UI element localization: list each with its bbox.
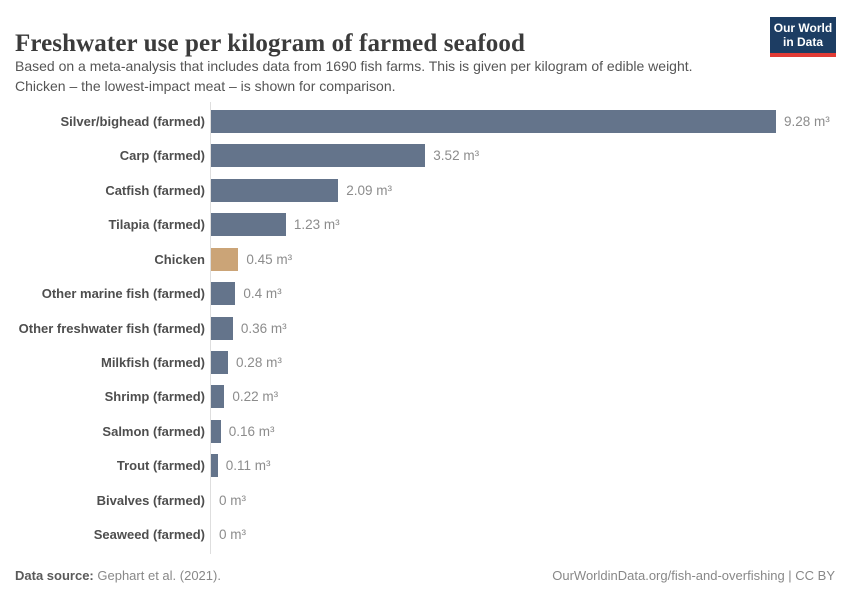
bar-value-label: 0.22 m³ [232,389,279,405]
y-axis-line [210,102,211,554]
owid-logo[interactable]: Our World in Data [770,17,836,57]
bar-chart-row: Seaweed (farmed) 0 m³ [15,518,835,552]
data-source: Data source: Gephart et al. (2021). [15,568,221,583]
bar-category-label: Seaweed (farmed) [93,527,205,543]
license-link[interactable]: OurWorldinData.org/fish-and-overfishing … [552,568,835,583]
bar-category-label: Salmon (farmed) [102,423,205,439]
bar-value-label: 0 m³ [219,527,246,543]
bar[interactable] [211,178,339,202]
data-source-label: Data source: [15,568,94,583]
bar[interactable] [211,109,776,133]
bar[interactable] [211,351,229,375]
bar-chart-row: Other freshwater fish (farmed) 0.36 m³ [15,311,835,345]
bar-chart: Silver/bighead (farmed) 9.28 m³ Carp (fa… [15,102,835,554]
bar[interactable] [211,144,426,168]
bar-category-label: Catfish (farmed) [105,182,205,198]
bar-chart-row: Bivalves (farmed) 0 m³ [15,483,835,517]
bar-category-label: Carp (farmed) [119,148,205,164]
bar-value-label: 0.36 m³ [240,320,287,336]
owid-logo-line2: in Data [782,35,823,50]
chart-footer: Data source: Gephart et al. (2021). OurW… [15,568,835,583]
bar-value-label: 3.52 m³ [433,148,480,164]
data-source-value: Gephart et al. (2021). [97,568,221,583]
bar-chart-row: Silver/bighead (farmed) 9.28 m³ [15,104,835,138]
bar-category-label: Chicken [154,251,205,267]
bar-chart-row: Tilapia (farmed) 1.23 m³ [15,207,835,241]
bar-category-label: Shrimp (farmed) [104,389,205,405]
page-title: Freshwater use per kilogram of farmed se… [15,29,525,57]
bar-value-label: 0.11 m³ [225,458,271,474]
bar-category-label: Silver/bighead (farmed) [60,113,205,129]
bar[interactable] [211,454,218,478]
bar-chart-row: Chicken 0.45 m³ [15,242,835,276]
bar-value-label: 0.16 m³ [228,423,275,439]
bar[interactable] [211,282,236,306]
bar-chart-row: Trout (farmed) 0.11 m³ [15,449,835,483]
subtitle-line-1: Based on a meta-analysis that includes d… [15,58,693,74]
bar-value-label: 2.09 m³ [346,182,393,198]
bar[interactable] [211,247,239,271]
bar[interactable] [211,419,221,443]
bar-chart-row: Carp (farmed) 3.52 m³ [15,138,835,172]
bar-value-label: 0 m³ [219,492,246,508]
bar-chart-row: Milkfish (farmed) 0.28 m³ [15,345,835,379]
bar-category-label: Other marine fish (farmed) [41,286,205,302]
bar-value-label: 0.4 m³ [243,286,282,302]
bar[interactable] [211,316,233,340]
bar-chart-row: Other marine fish (farmed) 0.4 m³ [15,276,835,310]
bar-value-label: 0.28 m³ [236,355,282,371]
bar-category-label: Bivalves (farmed) [96,492,205,508]
bar-value-label: 1.23 m³ [293,217,340,233]
chart-subtitle: Based on a meta-analysis that includes d… [15,57,760,96]
bar-category-label: Milkfish (farmed) [100,355,205,371]
bar-category-label: Other freshwater fish (farmed) [18,320,205,336]
bar-category-label: Tilapia (farmed) [108,217,205,233]
owid-logo-line1: Our World [773,21,833,35]
bar-chart-row: Catfish (farmed) 2.09 m³ [15,173,835,207]
bar-chart-row: Shrimp (farmed) 0.22 m³ [15,380,835,414]
bar-category-label: Trout (farmed) [116,458,205,474]
bar-chart-row: Salmon (farmed) 0.16 m³ [15,414,835,448]
bar[interactable] [211,213,286,237]
subtitle-line-2: Chicken – the lowest-impact meat – is sh… [15,77,396,94]
bar-value-label: 9.28 m³ [784,113,830,129]
bar-value-label: 0.45 m³ [246,251,293,267]
bar[interactable] [211,385,225,409]
